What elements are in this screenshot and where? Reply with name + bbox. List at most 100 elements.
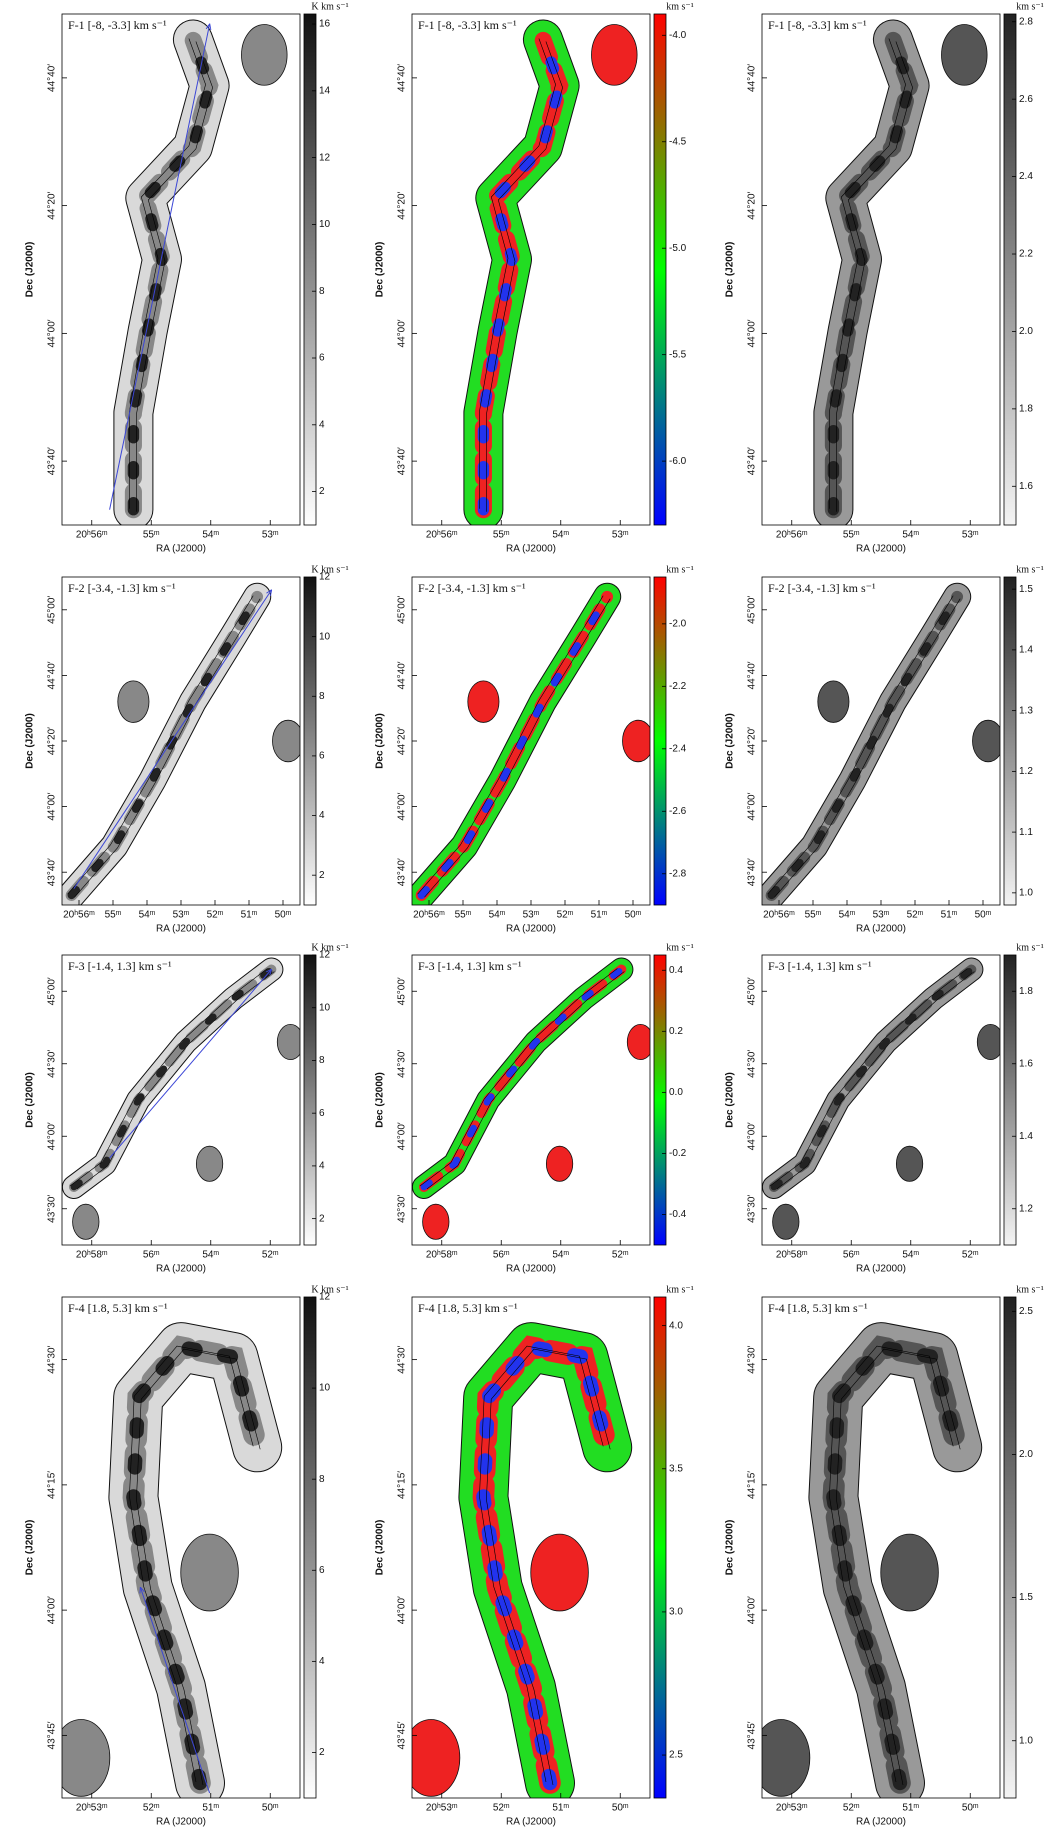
colorbar-tick-label: 12 [319, 572, 331, 583]
colorbar-tick-label: -5.5 [669, 349, 687, 360]
y-axis-label: Dec (J2000) [375, 1520, 386, 1576]
colorbar-tick-label: 3.5 [669, 1463, 683, 1474]
emission-clump [976, 1024, 1000, 1060]
contour [829, 1345, 954, 1783]
contour [417, 595, 604, 895]
x-tick-label: 54ᵐ [839, 910, 856, 921]
colorbar-tick-label: 2.6 [1019, 94, 1033, 105]
contour [129, 1345, 254, 1783]
colorbar [303, 13, 317, 526]
y-tick-label: 44°00′ [747, 1122, 758, 1150]
colorbar-tick-label: 4 [319, 810, 325, 821]
colorbar-tick-label: -4.0 [669, 30, 687, 41]
contour [767, 595, 954, 895]
y-tick-label: 44°30′ [747, 1345, 758, 1373]
contour [479, 38, 556, 509]
contour [136, 41, 213, 512]
y-tick-label: 44°20′ [397, 727, 408, 755]
y-axis-label: Dec (J2000) [725, 242, 736, 298]
colorbar-tick-label: 10 [319, 219, 331, 230]
x-tick-label: 20ʰ58ᵐ [426, 1250, 458, 1261]
colorbar-tick-label: 2.8 [1019, 16, 1033, 27]
x-tick-label: 20ʰ53ᵐ [776, 1803, 808, 1814]
colorbar-unit: km s⁻¹ [1016, 1, 1043, 12]
colorbar-tick-label: 1.0 [1019, 887, 1033, 898]
x-tick-label: 55ᵐ [105, 910, 122, 921]
contour [136, 1348, 261, 1786]
y-tick-label: 44°40′ [47, 661, 58, 689]
plot-area [62, 955, 300, 1245]
emission-clump [530, 1533, 589, 1612]
x-tick-label: 20ʰ58ᵐ [776, 1250, 808, 1261]
plot-frame [761, 13, 1001, 526]
colorbar-tick-label: 4 [319, 1656, 325, 1667]
x-tick-label: 50ᵐ [612, 1803, 629, 1814]
emission-clump [241, 24, 288, 86]
colorbar-tick-label: 8 [319, 1474, 325, 1485]
filament-axis [141, 1588, 211, 1794]
colorbar-tick-label: 1.1 [1019, 827, 1033, 838]
contour [129, 38, 206, 509]
panel: F-4 [1.8, 5.3] km s⁻¹ 20ʰ53ᵐ 52ᵐ 51ᵐ 50ᵐ RA (… [375, 1284, 694, 1827]
colorbar-tick-label: 12 [319, 152, 331, 163]
y-tick-label: 44°30′ [397, 1050, 408, 1078]
colorbar-tick-label: -0.4 [669, 1209, 687, 1220]
panel: F-1 [-8, -3.3] km s⁻¹ 20ʰ56ᵐ 55ᵐ 54ᵐ 53ᵐ RA (… [375, 1, 694, 554]
colorbar-tick-label: 1.8 [1019, 404, 1033, 415]
contour [69, 968, 268, 1187]
colorbar-tick-label: 3.0 [669, 1607, 683, 1618]
x-tick-label: 53ᵐ [612, 530, 629, 541]
emission-core [70, 966, 275, 1191]
emission-core [827, 33, 916, 516]
panel-title: F-2 [-3.4, -1.3] km s⁻¹ [418, 581, 526, 595]
panel: F-3 [-1.4, 1.3] km s⁻¹ 20ʰ58ᵐ 56ᵐ 54ᵐ 52ᵐ RA … [25, 942, 349, 1274]
x-tick-label: 54ᵐ [202, 530, 219, 541]
emission-core [67, 592, 262, 900]
colorbar-tick-label: 8 [319, 286, 325, 297]
panel-title: F-2 [-3.4, -1.3] km s⁻¹ [768, 581, 876, 595]
colorbar-tick-label: 0.2 [669, 1026, 683, 1037]
colorbar-tick-label: 2.0 [1019, 326, 1033, 337]
emission-clump [180, 1533, 239, 1612]
emission-clump [412, 1719, 461, 1797]
emission-clump [762, 1719, 811, 1797]
x-axis-label: RA (J2000) [156, 1264, 206, 1275]
y-tick-label: 45°00′ [397, 977, 408, 1005]
x-axis-label: RA (J2000) [506, 1817, 556, 1828]
x-tick-label: 54ᵐ [902, 530, 919, 541]
y-axis-label: Dec (J2000) [25, 1520, 36, 1576]
colorbar-tick-label: 1.6 [1019, 481, 1033, 492]
contour [419, 968, 618, 1187]
y-tick-label: 44°40′ [397, 64, 408, 92]
y-tick-label: 44°00′ [747, 319, 758, 347]
contour [479, 1345, 604, 1783]
emission-clump [941, 24, 988, 86]
y-tick-label: 44°30′ [397, 1345, 408, 1373]
y-axis-label: Dec (J2000) [725, 1072, 736, 1128]
y-tick-label: 45°00′ [47, 977, 58, 1005]
colorbar-tick-label: 2 [319, 870, 325, 881]
emission-clump [272, 719, 300, 763]
x-tick-label: 51ᵐ [202, 1803, 219, 1814]
x-axis-label: RA (J2000) [506, 924, 556, 935]
y-tick-label: 44°30′ [47, 1050, 58, 1078]
colorbar-tick-label: -4.5 [669, 136, 687, 147]
map [62, 582, 300, 905]
emission-core [770, 966, 975, 1191]
x-tick-label: 52ᵐ [557, 910, 574, 921]
contour [74, 598, 261, 898]
y-tick-label: 45°00′ [47, 596, 58, 624]
y-tick-label: 44°40′ [747, 661, 758, 689]
colorbar-unit: K km s⁻¹ [311, 1284, 348, 1295]
y-tick-label: 43°40′ [47, 858, 58, 886]
panel-title: F-1 [-8, -3.3] km s⁻¹ [768, 18, 867, 32]
x-tick-label: 52ᵐ [493, 1803, 510, 1814]
x-tick-label: 51ᵐ [902, 1803, 919, 1814]
colorbar-tick-label: 12 [319, 950, 331, 961]
x-tick-label: 55ᵐ [843, 530, 860, 541]
map [762, 582, 1000, 905]
x-axis-label: RA (J2000) [156, 544, 206, 555]
colorbar-unit: km s⁻¹ [1016, 1284, 1043, 1295]
colorbar-tick-label: 8 [319, 1055, 325, 1066]
x-tick-label: 52ᵐ [907, 910, 924, 921]
